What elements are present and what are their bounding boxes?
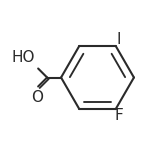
Text: F: F (115, 108, 123, 123)
Text: HO: HO (12, 50, 35, 65)
Text: O: O (31, 90, 43, 105)
Text: I: I (117, 32, 121, 47)
